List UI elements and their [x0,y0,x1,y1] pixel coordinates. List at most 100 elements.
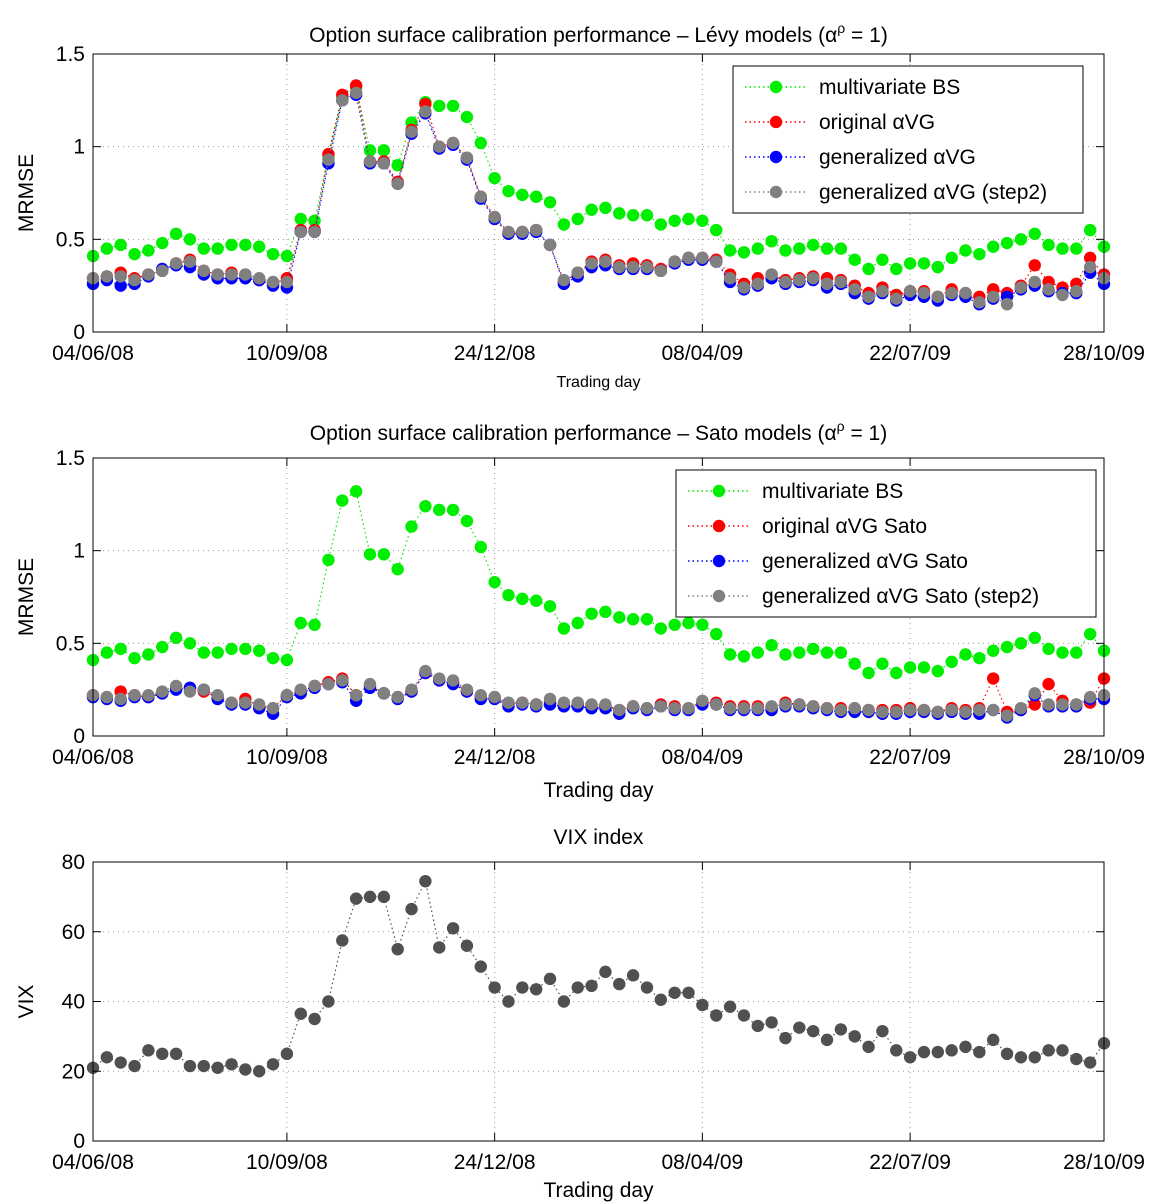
data-point [516,225,529,239]
data-point [862,290,875,303]
data-point [987,644,1000,657]
legend-label: generalized αVG (step2) [819,181,1047,204]
data-point [1083,627,1097,641]
y-tick-label: 40 [62,991,85,1014]
data-point [917,286,931,300]
data-point [543,972,557,986]
data-point [322,553,335,567]
data-point [142,244,155,257]
data-point [308,1012,321,1026]
data-point [239,696,252,709]
data-point [543,692,557,706]
data-point [336,674,349,687]
data-point [114,238,127,252]
data-point [959,648,972,661]
data-point [890,705,903,719]
data-point [502,995,515,1008]
data-point [391,942,404,956]
x-tick-label: 10/09/08 [246,1151,328,1174]
legend-marker [712,554,726,568]
data-point [571,696,584,709]
data-point [806,1024,820,1038]
data-point [294,212,307,226]
data-point [169,1047,183,1061]
data-point [820,242,834,255]
data-point [183,233,197,246]
data-point [128,689,141,702]
data-point [917,1045,931,1059]
y-axis-label: MRMSE [15,154,38,232]
chart-title: Option surface calibration performance –… [310,418,887,445]
data-point [599,605,612,619]
data-point [419,105,432,118]
data-point [765,234,778,248]
data-point [322,153,335,166]
data-point [613,703,626,717]
data-point [585,979,598,993]
data-point [308,618,321,631]
legend-label: generalized αVG Sato [762,550,968,573]
data-point [114,270,127,283]
data-point [903,257,917,270]
data-point [668,214,681,227]
data-point [1028,275,1041,289]
data-point [377,890,391,904]
data-point [183,685,197,698]
data-point [433,99,446,113]
data-point [502,696,515,709]
data-point [183,637,197,650]
data-point [862,262,875,276]
data-point [654,700,668,713]
data-point [890,292,903,305]
axes-frame [92,457,1105,737]
data-point [1028,1051,1041,1064]
data-point [156,236,169,250]
data-point [1028,227,1041,240]
data-point [737,1009,751,1022]
data-point [571,616,584,630]
data-point [820,277,834,291]
data-point [696,618,709,631]
legend: multivariate BS original αVG generalized α… [732,65,1084,214]
data-point [599,965,612,979]
data-point [266,702,280,715]
data-point [571,212,584,226]
data-point [114,692,127,706]
chart-title-suffix: = 1) [845,24,888,47]
data-point [848,283,861,296]
x-axis-label: Trading day [543,779,654,802]
data-point [751,1019,764,1033]
data-point [779,275,792,289]
data-point [820,646,834,659]
data-point [779,244,792,257]
data-point [973,1045,986,1059]
data-point [793,273,806,287]
data-point [765,1016,778,1029]
data-point [142,268,155,281]
data-point [668,255,681,268]
data-point [419,874,432,888]
data-point [280,689,294,702]
data-point [252,272,266,285]
data-point [1014,233,1028,246]
data-point [516,188,529,202]
data-point [252,644,266,657]
chart-title-superscript: ρ [837,20,845,36]
y-tick-label: 0.5 [56,228,85,251]
data-point [239,642,252,656]
x-tick-label: 28/10/09 [1063,746,1145,769]
data-point [211,689,224,702]
data-point [433,672,446,685]
data-point [1083,260,1097,274]
data-point [1070,646,1083,659]
data-point [225,1058,238,1071]
data-point [626,613,640,626]
data-point [765,638,778,652]
data-point [640,613,654,626]
data-point [1042,677,1055,691]
data-point [419,499,432,513]
data-point [682,251,695,265]
data-point [820,702,834,715]
data-point [737,246,751,259]
